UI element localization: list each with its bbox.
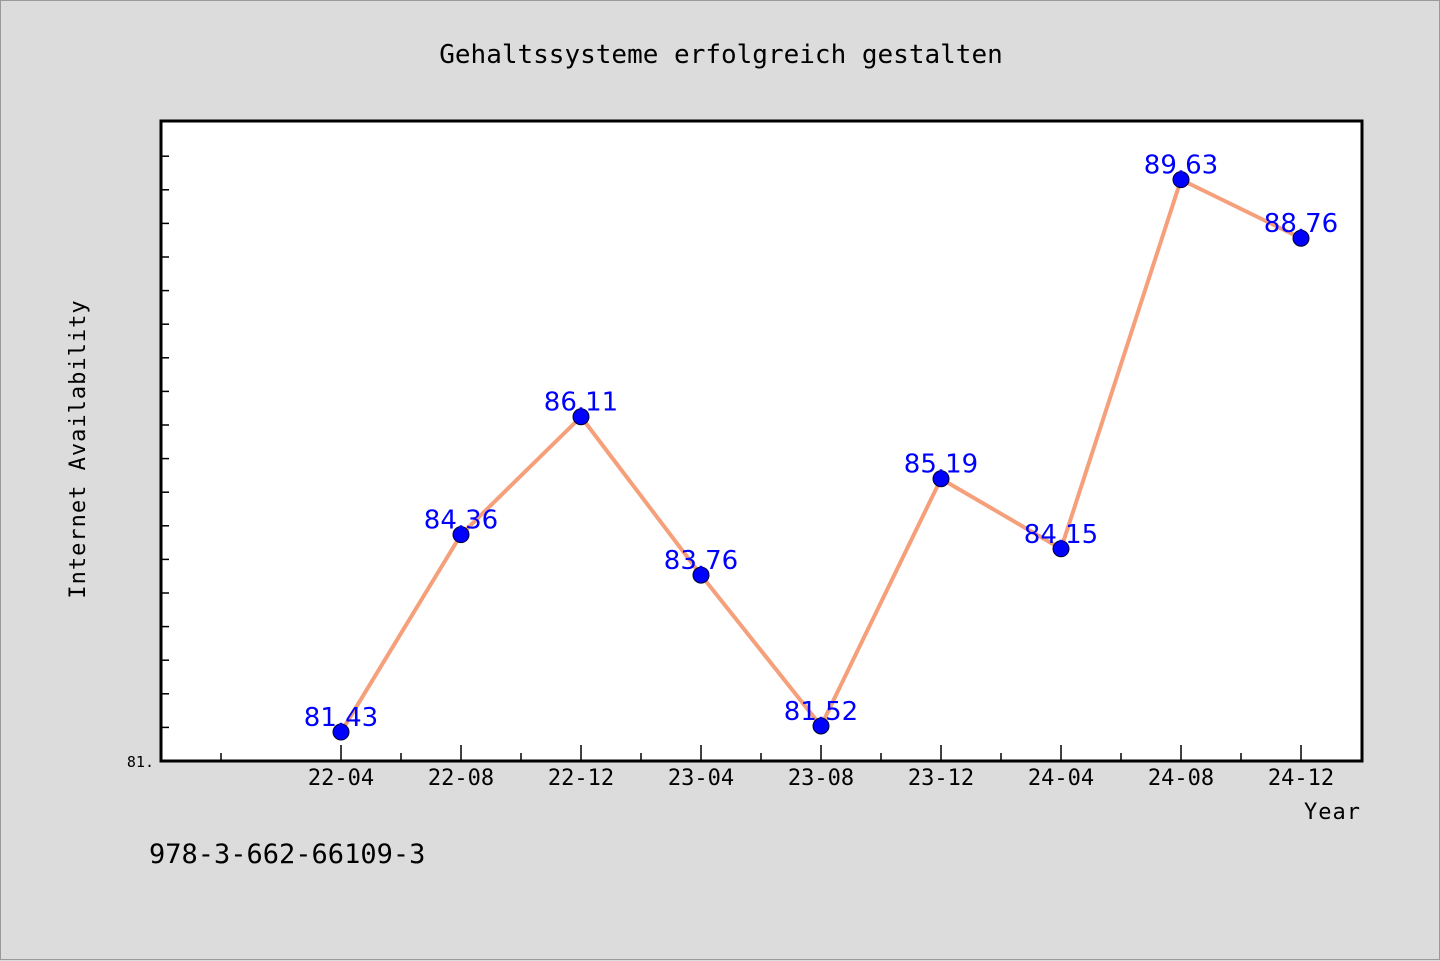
data-point [1292, 229, 1310, 247]
data-label: 86.11 [544, 388, 618, 418]
data-label: 81.52 [784, 697, 858, 727]
x-axis-ticks [220, 745, 1302, 761]
data-point [932, 470, 950, 488]
y-axis-title: Internet Availability [66, 299, 91, 598]
data-label: 84.36 [424, 506, 498, 536]
data-label: 84.15 [1024, 520, 1098, 550]
x-tick-label: 22-12 [548, 766, 614, 791]
data-label: 85.19 [904, 450, 978, 480]
data-point [812, 717, 830, 735]
data-label: 89.63 [1144, 151, 1218, 181]
plot-area [159, 119, 1364, 763]
x-tick-label: 23-04 [668, 766, 734, 791]
x-tick-label: 23-08 [788, 766, 854, 791]
x-axis-tick-labels: 22-04 22-08 22-12 23-04 23-08 23-12 24-04 24-08… [308, 766, 1334, 791]
data-label: 81.43 [304, 703, 378, 733]
chart-title: Gehaltssysteme erfolgreich gestalten [439, 40, 1003, 70]
data-point [332, 723, 350, 741]
y-axis-ticks [161, 155, 169, 762]
data-labels: 81.43 84.36 86.11 83.76 81.52 85.19 84.15 89.63… [304, 151, 1338, 733]
x-tick-label: 22-04 [308, 766, 374, 791]
x-tick-label: 24-12 [1268, 766, 1334, 791]
x-tick-label: 22-08 [428, 766, 494, 791]
isbn-label: 978-3-662-66109-3 [149, 839, 425, 870]
data-markers [332, 171, 1310, 741]
y-tick-label: 81. [127, 753, 154, 771]
data-point [692, 566, 710, 584]
x-tick-label: 24-04 [1028, 766, 1094, 791]
x-tick-label: 23-12 [908, 766, 974, 791]
data-label: 88.76 [1264, 209, 1338, 239]
data-point [452, 526, 470, 544]
x-tick-label: 24-08 [1148, 766, 1214, 791]
data-point [1172, 171, 1190, 189]
data-label: 83.76 [664, 546, 738, 576]
data-point [1052, 540, 1070, 558]
data-point [572, 408, 590, 426]
x-axis-title: Year [1304, 800, 1361, 825]
